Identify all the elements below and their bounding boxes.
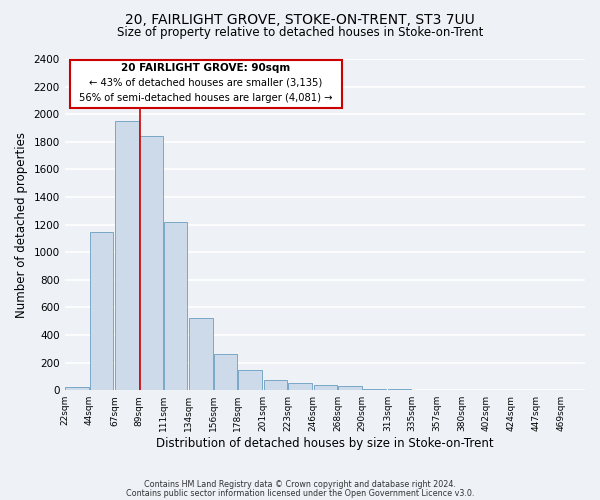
Bar [139, 136, 163, 390]
Bar [115, 121, 139, 390]
Bar [388, 389, 412, 390]
FancyBboxPatch shape [70, 60, 342, 108]
Text: 20, FAIRLIGHT GROVE, STOKE-ON-TRENT, ST3 7UU: 20, FAIRLIGHT GROVE, STOKE-ON-TRENT, ST3… [125, 12, 475, 26]
Bar [164, 222, 187, 390]
Bar [288, 384, 311, 390]
Text: ← 43% of detached houses are smaller (3,135): ← 43% of detached houses are smaller (3,… [89, 78, 323, 88]
Text: Contains public sector information licensed under the Open Government Licence v3: Contains public sector information licen… [126, 488, 474, 498]
Bar [362, 388, 386, 390]
Bar [238, 370, 262, 390]
Text: Size of property relative to detached houses in Stoke-on-Trent: Size of property relative to detached ho… [117, 26, 483, 39]
Text: 56% of semi-detached houses are larger (4,081) →: 56% of semi-detached houses are larger (… [79, 93, 333, 103]
Y-axis label: Number of detached properties: Number of detached properties [15, 132, 28, 318]
Bar [89, 232, 113, 390]
Bar [338, 386, 362, 390]
Text: 20 FAIRLIGHT GROVE: 90sqm: 20 FAIRLIGHT GROVE: 90sqm [121, 63, 291, 73]
Bar [190, 318, 213, 390]
X-axis label: Distribution of detached houses by size in Stoke-on-Trent: Distribution of detached houses by size … [156, 437, 494, 450]
Bar [214, 354, 237, 390]
Text: Contains HM Land Registry data © Crown copyright and database right 2024.: Contains HM Land Registry data © Crown c… [144, 480, 456, 489]
Bar [314, 384, 337, 390]
Bar [65, 387, 89, 390]
Bar [264, 380, 287, 390]
